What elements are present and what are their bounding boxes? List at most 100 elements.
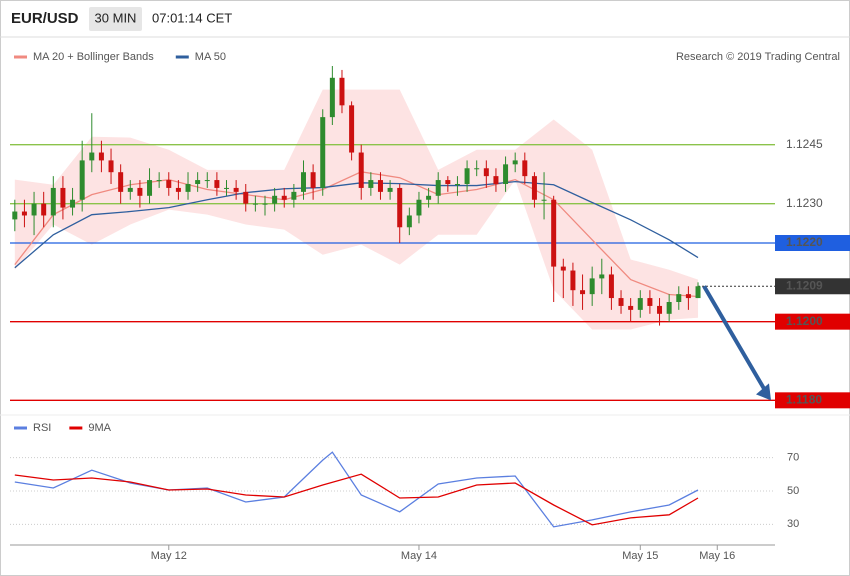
candle-body xyxy=(647,298,653,306)
candle-body xyxy=(637,298,643,310)
x-tick-label: May 12 xyxy=(151,550,187,562)
candle-body xyxy=(618,298,624,306)
candle-body xyxy=(551,199,557,267)
interval: 30 MIN xyxy=(95,10,137,25)
candle-body xyxy=(204,180,210,182)
candle-body xyxy=(445,180,451,184)
candle-body xyxy=(464,168,470,184)
candle-body xyxy=(599,274,605,279)
level-label: 1.1230 xyxy=(786,196,823,210)
candle-body xyxy=(243,191,249,204)
bollinger-band xyxy=(14,89,699,330)
candle-body xyxy=(387,187,393,192)
level-label: 1.1200 xyxy=(786,314,823,328)
candle-body xyxy=(252,203,258,205)
candle-body xyxy=(281,195,287,200)
candle-body xyxy=(31,203,37,216)
candle-body xyxy=(685,294,691,299)
candle-body xyxy=(175,187,181,192)
candle-body xyxy=(512,160,518,165)
candle-body xyxy=(522,160,528,177)
candle-body xyxy=(233,187,239,192)
level-box xyxy=(775,313,850,330)
level-box xyxy=(775,392,850,409)
y-tick-label: 30 xyxy=(787,518,799,530)
projection-arrow xyxy=(702,285,767,392)
interval-box xyxy=(89,7,142,31)
candle-body xyxy=(291,191,297,200)
candle-body xyxy=(127,187,133,192)
candle-body xyxy=(98,152,104,161)
candle-body xyxy=(118,172,124,192)
candle-body xyxy=(474,168,480,170)
candle-body xyxy=(320,117,326,188)
candle-body xyxy=(224,187,230,189)
candle-body xyxy=(214,180,220,188)
candle-body xyxy=(570,270,576,291)
time: 07:01:14 CET xyxy=(152,10,232,25)
candle-body xyxy=(21,211,27,216)
candle-body xyxy=(185,184,191,192)
candle-body xyxy=(70,199,76,208)
candle-body xyxy=(339,77,345,106)
candle-body xyxy=(79,160,85,200)
legend-label: MA 50 xyxy=(195,51,226,63)
candle-body xyxy=(435,180,441,196)
candle-body xyxy=(666,302,672,314)
series-line xyxy=(14,473,699,526)
candle-body xyxy=(657,305,663,314)
legend-label: 9MA xyxy=(88,422,111,434)
level-label: 1.1220 xyxy=(786,235,823,249)
candle-body xyxy=(628,305,634,310)
candle-body xyxy=(12,211,18,220)
candle-body xyxy=(483,168,489,177)
credit: Research © 2019 Trading Central xyxy=(676,51,840,63)
candle-body xyxy=(493,176,499,184)
candle-body xyxy=(560,266,566,271)
candle-body xyxy=(349,105,355,153)
candle-body xyxy=(156,180,162,182)
candle-body xyxy=(41,203,47,216)
candle-body xyxy=(426,195,432,200)
level-box xyxy=(775,235,850,251)
projection-arrowhead xyxy=(756,383,771,401)
candle-body xyxy=(137,187,143,196)
candle-body xyxy=(589,278,595,295)
candle-body xyxy=(406,215,412,228)
candle-body xyxy=(300,172,306,192)
candle-body xyxy=(166,180,172,188)
candle-body xyxy=(454,184,460,185)
candle-body xyxy=(377,180,383,192)
legend-label: RSI xyxy=(33,422,51,434)
candle-body xyxy=(60,187,66,208)
candle-body xyxy=(531,176,537,200)
x-tick-label: May 15 xyxy=(622,550,658,562)
candle-body xyxy=(541,199,547,201)
level-label: 1.1209 xyxy=(786,278,823,292)
candle-body xyxy=(695,286,701,299)
candle-body xyxy=(50,187,56,216)
level-label: 1.1180 xyxy=(786,393,822,407)
candle-body xyxy=(608,274,614,299)
y-tick-label: 70 xyxy=(787,452,799,464)
level-label: 1.1245 xyxy=(786,137,823,151)
candle-body xyxy=(676,294,682,302)
candle-body xyxy=(195,180,201,184)
candle-body xyxy=(310,172,316,188)
x-tick-label: May 14 xyxy=(401,550,437,562)
candle-body xyxy=(368,180,374,188)
candle-body xyxy=(108,160,114,173)
level-box xyxy=(775,278,850,295)
candle-body xyxy=(262,203,268,205)
candle-body xyxy=(416,199,422,216)
candle-body xyxy=(503,164,509,184)
candle-body xyxy=(358,152,364,188)
candle-body xyxy=(329,77,335,118)
x-tick-label: May 16 xyxy=(699,550,735,562)
candle-body xyxy=(147,180,153,196)
y-tick-label: 50 xyxy=(787,485,799,497)
candle-body xyxy=(580,290,586,295)
candle-body xyxy=(89,152,95,161)
candle-body xyxy=(272,195,278,204)
